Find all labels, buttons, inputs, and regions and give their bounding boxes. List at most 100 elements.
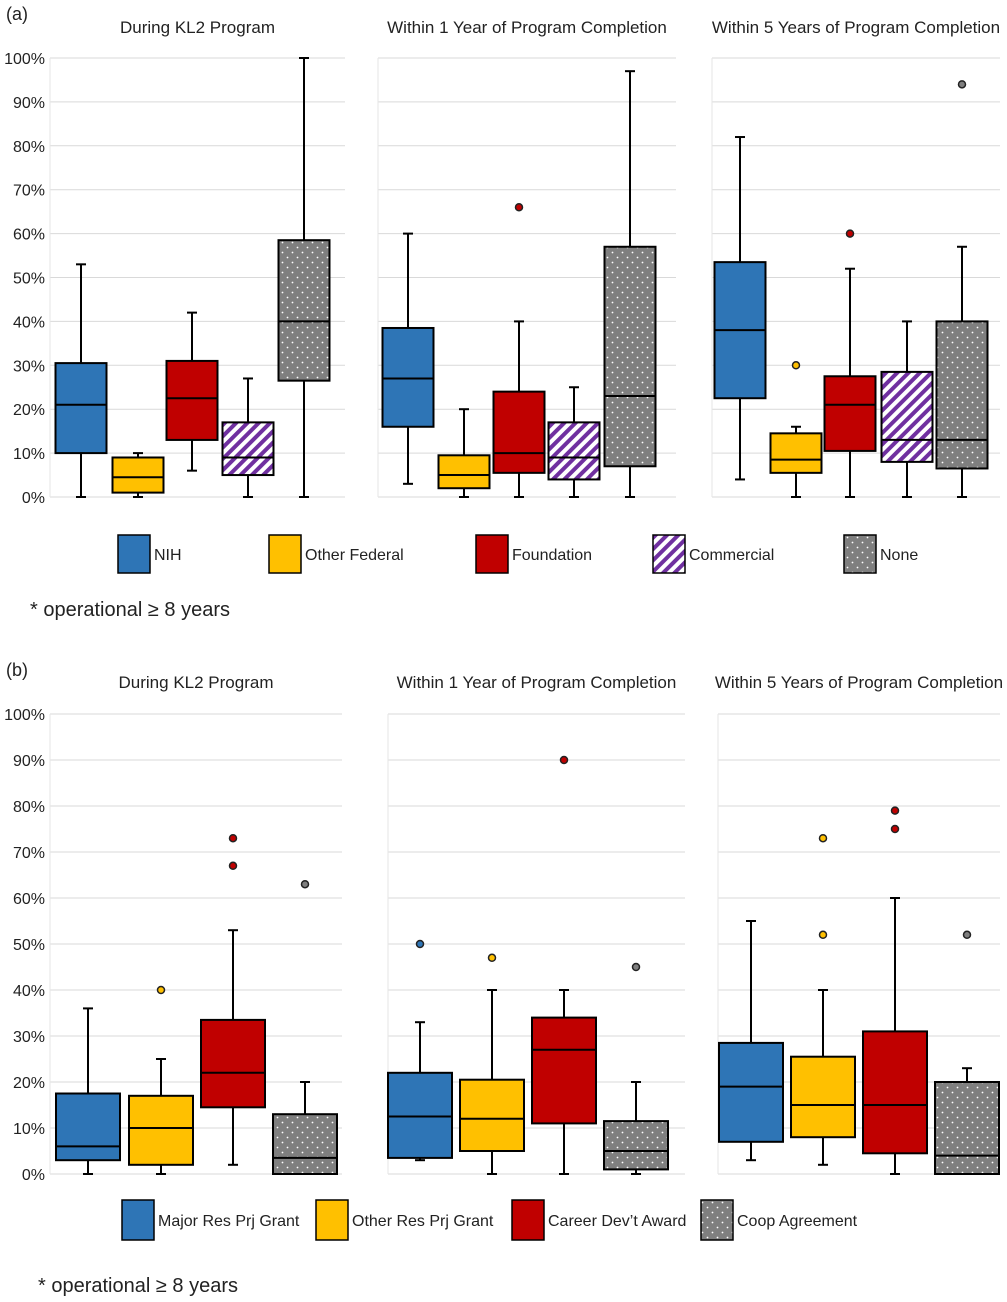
y-tick-label: 50% <box>13 271 45 288</box>
legend-swatch <box>652 534 686 574</box>
chart-panel-a: (a) 0% 10% 20% 30% 40% 50% 60% 70% 80% 90% 100% Duri… <box>4 4 1000 621</box>
outlier-point <box>791 361 801 370</box>
legend-item: None <box>843 534 918 574</box>
y-tick-label: 0% <box>22 1167 45 1184</box>
y-tick-label: 20% <box>13 1075 45 1092</box>
subplot-title: Within 1 Year of Program Completion <box>387 18 667 37</box>
subplot: Within 1 Year of Program Completion <box>387 673 685 1175</box>
box-iqr <box>111 456 165 494</box>
y-tick-label: 80% <box>13 139 45 156</box>
legend-item: Coop Agreement <box>700 1199 858 1241</box>
box-iqr <box>272 1113 338 1175</box>
box-iqr <box>437 454 491 490</box>
box-other-federal <box>437 408 491 498</box>
outlier-point <box>962 930 972 940</box>
outlier-point <box>487 953 497 963</box>
y-tick-label: 80% <box>13 799 45 816</box>
outlier-point <box>415 939 425 949</box>
box-career-dev-t-award <box>531 755 597 1175</box>
box-coop-agreement <box>934 930 1000 1175</box>
box-iqr <box>769 432 823 474</box>
box-iqr <box>492 390 546 474</box>
box-none <box>935 80 989 498</box>
legend-swatch <box>511 1199 545 1241</box>
outlier-point <box>890 806 900 815</box>
box-iqr <box>221 421 275 477</box>
box-iqr <box>718 1041 784 1143</box>
footnote: * operational ≥ 8 years <box>38 1275 238 1297</box>
legend-swatch <box>843 534 877 574</box>
outlier-point <box>228 833 238 843</box>
box-foundation <box>823 229 877 498</box>
y-tick-label: 40% <box>13 314 45 331</box>
y-tick-label: 30% <box>13 358 45 375</box>
box-coop-agreement <box>603 962 669 1175</box>
y-tick-label: 60% <box>13 227 45 244</box>
legend-label: Career Dev’t Award <box>548 1213 686 1230</box>
box-iqr <box>55 1092 121 1162</box>
legend-label: NIH <box>154 547 182 564</box>
box-coop-agreement <box>272 879 338 1175</box>
legend-label: Commercial <box>689 547 774 564</box>
box-major-res-prj-grant <box>55 1007 121 1175</box>
box-iqr <box>277 239 331 382</box>
box-iqr <box>547 421 601 481</box>
y-tick-label: 40% <box>13 983 45 1000</box>
legend-item: Career Dev’t Award <box>511 1199 686 1241</box>
outlier-point <box>559 755 569 765</box>
box-iqr <box>128 1094 194 1166</box>
legend-swatch <box>700 1199 734 1241</box>
box-career-dev-t-award <box>862 806 928 1175</box>
outlier-point <box>818 833 828 843</box>
subplot-title: Within 5 Years of Program Completion <box>715 673 1003 692</box>
box-other-res-prj-grant <box>459 953 525 1175</box>
legend-item: Major Res Prj Grant <box>121 1199 300 1241</box>
box-commercial <box>221 377 275 498</box>
subplot: Within 1 Year of Program Completion <box>377 18 676 498</box>
legend-swatch <box>475 534 509 574</box>
legend-item: Other Res Prj Grant <box>315 1199 494 1241</box>
outlier-point <box>228 861 238 871</box>
box-major-res-prj-grant <box>387 939 453 1162</box>
legend-swatch <box>121 1199 155 1241</box>
outlier-point <box>514 203 524 212</box>
box-commercial <box>547 386 601 498</box>
box-none <box>603 70 657 498</box>
box-iqr <box>165 359 219 441</box>
box-iqr <box>862 1030 928 1155</box>
box-iqr <box>823 375 877 452</box>
y-tick-label: 30% <box>13 1029 45 1046</box>
legend-item: Commercial <box>652 534 774 574</box>
box-commercial <box>880 320 934 498</box>
footnote: * operational ≥ 8 years <box>30 599 230 621</box>
legend-item: Other Federal <box>268 534 404 574</box>
box-other-federal <box>769 361 823 498</box>
box-iqr <box>790 1055 856 1139</box>
box-iqr <box>381 326 435 428</box>
y-tick-label: 20% <box>13 402 45 419</box>
box-iqr <box>387 1071 453 1159</box>
subplot-title: During KL2 Program <box>120 18 275 37</box>
box-iqr <box>531 1016 597 1125</box>
y-tick-label: 100% <box>4 707 45 724</box>
box-iqr <box>603 245 657 468</box>
y-tick-label: 0% <box>22 490 45 507</box>
outlier-point <box>890 824 900 834</box>
outlier-point <box>845 229 855 238</box>
y-tick-label: 10% <box>13 1121 45 1138</box>
chart-panel-b: (b) 0% 10% 20% 30% 40% 50% 60% 70% 80% 90% 100% Duri… <box>4 660 1003 1297</box>
box-iqr <box>935 320 989 470</box>
legend-item: NIH <box>117 534 182 574</box>
panel-label: (a) <box>6 4 28 24</box>
outlier-point <box>818 930 828 940</box>
outlier-point <box>300 879 310 889</box>
panel-label: (b) <box>6 660 28 680</box>
subplot: Within 5 Years of Program Completion <box>711 18 1000 498</box>
box-iqr <box>934 1081 1000 1175</box>
legend-swatch <box>268 534 302 574</box>
box-nih <box>713 136 767 481</box>
box-nih <box>381 232 435 485</box>
y-tick-label: 90% <box>13 753 45 770</box>
box-major-res-prj-grant <box>718 920 784 1162</box>
